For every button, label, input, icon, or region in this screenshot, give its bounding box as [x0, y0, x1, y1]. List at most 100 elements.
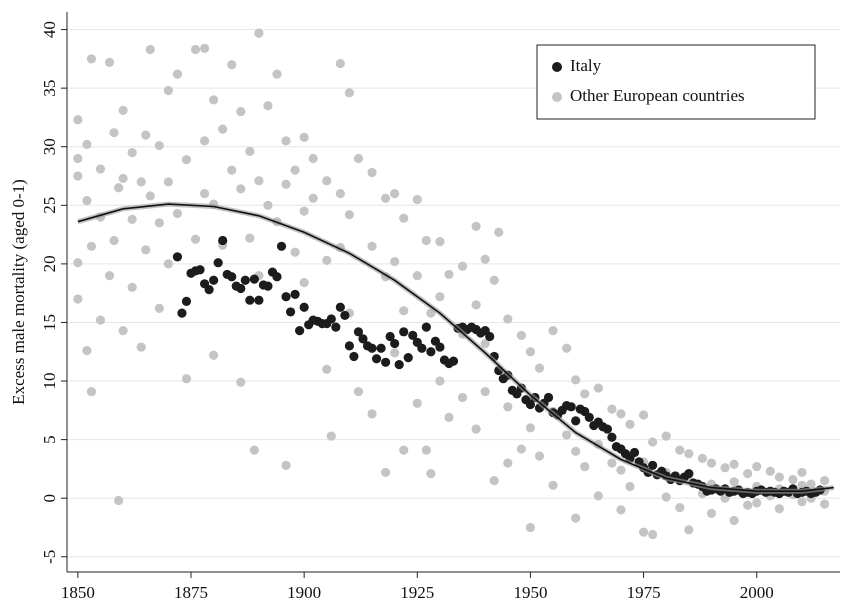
data-point [412, 398, 422, 408]
data-point [774, 472, 784, 482]
data-point [421, 235, 431, 246]
data-point [295, 326, 305, 336]
data-point [136, 342, 146, 352]
legend-marker [552, 62, 562, 72]
data-point [227, 165, 237, 175]
data-point [697, 453, 708, 463]
data-point [385, 331, 395, 342]
data-point [408, 330, 418, 340]
data-point [245, 295, 255, 305]
data-point [172, 252, 183, 262]
data-point [648, 529, 658, 540]
data-point [675, 502, 685, 513]
data-point [426, 347, 436, 357]
data-point [562, 343, 572, 353]
y-tick-label: 0 [40, 494, 59, 503]
x-tick-label: 1850 [61, 583, 95, 602]
data-point [367, 167, 377, 178]
data-point [503, 458, 513, 468]
data-point [254, 295, 264, 305]
data-point [353, 153, 364, 164]
data-point [118, 173, 128, 183]
data-point [562, 430, 572, 440]
data-point [249, 445, 259, 455]
data-point [163, 259, 173, 269]
data-point [648, 437, 658, 447]
data-point [263, 281, 273, 291]
data-point [580, 461, 590, 472]
data-point [245, 146, 255, 157]
legend: Italy Other European countries [536, 44, 816, 120]
data-point [607, 432, 617, 442]
data-point [797, 467, 807, 478]
y-tick-label: 5 [40, 435, 59, 444]
data-point [236, 377, 246, 387]
data-point [444, 412, 454, 422]
data-point [797, 497, 807, 507]
data-point [471, 221, 481, 231]
data-point [86, 241, 97, 251]
x-tick-label: 1950 [513, 583, 547, 602]
data-point [276, 241, 287, 251]
data-point [353, 327, 364, 337]
data-point [86, 54, 97, 64]
legend-box [536, 44, 816, 120]
data-point [390, 338, 400, 349]
data-point [299, 302, 309, 312]
data-point [774, 504, 784, 514]
data-point [136, 177, 146, 187]
data-point [118, 105, 128, 116]
legend-label: Italy [570, 56, 602, 75]
data-point [729, 459, 739, 469]
data-point [340, 310, 350, 321]
data-point [625, 481, 635, 492]
data-point [399, 213, 409, 223]
data-point [358, 334, 368, 344]
data-point [326, 431, 336, 441]
data-point [525, 522, 536, 533]
data-point [602, 424, 612, 434]
data-point [412, 194, 422, 205]
y-tick-label: 20 [40, 255, 59, 272]
y-tick-label: 35 [40, 80, 59, 97]
data-point [209, 275, 219, 285]
data-point [172, 208, 183, 219]
data-point [285, 307, 296, 317]
data-point [580, 389, 590, 399]
data-point [236, 106, 246, 117]
data-point [648, 460, 658, 470]
data-point [331, 322, 341, 332]
data-point [435, 237, 445, 247]
data-point [349, 351, 359, 362]
data-point [457, 261, 468, 271]
data-point [249, 274, 259, 284]
data-point [489, 476, 499, 486]
data-point [629, 447, 640, 458]
data-point [245, 233, 255, 243]
y-tick-label: 30 [40, 138, 59, 155]
data-point [344, 88, 355, 98]
data-point [73, 294, 83, 304]
data-point [199, 188, 210, 199]
data-point [684, 449, 694, 459]
x-tick-label: 1925 [400, 583, 434, 602]
data-point [381, 467, 391, 478]
data-point [82, 345, 92, 356]
data-point [263, 200, 273, 210]
data-point [607, 458, 617, 468]
y-tick-label: 40 [40, 21, 59, 38]
data-point [281, 460, 291, 470]
data-point [209, 350, 219, 360]
data-point [390, 348, 400, 358]
data-point [195, 265, 205, 275]
data-point [720, 463, 730, 473]
data-point [335, 58, 345, 69]
data-point [457, 392, 468, 403]
data-point [218, 235, 228, 246]
data-point [412, 270, 422, 281]
data-point [73, 153, 83, 164]
data-point [353, 386, 364, 397]
data-point [494, 227, 504, 237]
data-point [480, 386, 490, 397]
data-point [684, 525, 694, 535]
